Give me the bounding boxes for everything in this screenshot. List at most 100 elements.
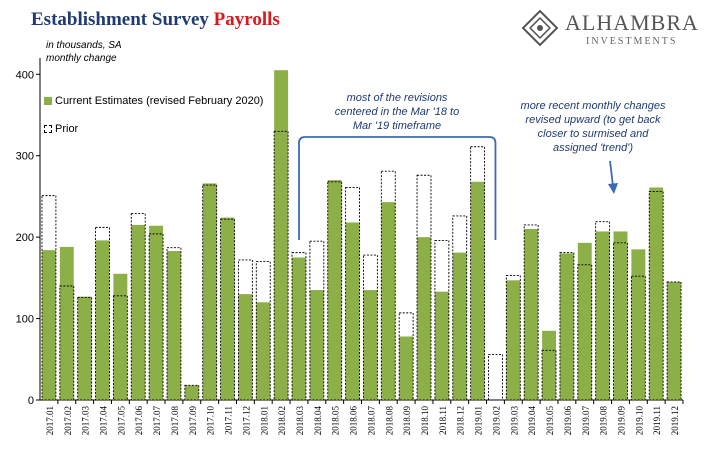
bar-current xyxy=(292,257,306,400)
x-tick-label: 2018.11 xyxy=(438,406,448,435)
bar-prior xyxy=(666,281,682,401)
bar-prior xyxy=(398,312,414,401)
bar-current xyxy=(524,229,539,400)
bar-current xyxy=(542,330,557,400)
y-tick-label: 0 xyxy=(28,395,34,407)
legend-swatch-current xyxy=(44,97,52,105)
bar-current xyxy=(631,249,646,400)
bar-current xyxy=(613,231,628,400)
bar-current xyxy=(220,217,235,400)
x-tick-label: 2019.03 xyxy=(509,406,519,436)
x-tick-label: 2017.09 xyxy=(188,406,198,436)
bar-current xyxy=(113,273,128,400)
bar-current xyxy=(667,281,682,400)
bar-prior xyxy=(273,130,289,401)
bar-prior xyxy=(505,274,521,401)
x-tick-label: 2018.09 xyxy=(402,406,412,436)
x-tick-label: 2017.07 xyxy=(152,406,162,436)
x-tick-label: 2019.09 xyxy=(616,406,626,436)
recent-arrow-head xyxy=(608,183,618,194)
x-tick-label: 2019.12 xyxy=(670,406,680,435)
legend-label-current: Current Estimates (revised February 2020… xyxy=(55,95,264,107)
x-tick-label: 2018.04 xyxy=(313,406,323,436)
x-tick-label: 2017.05 xyxy=(116,406,126,436)
annotation-revisions-line: centered in the Mar '18 to xyxy=(334,106,460,118)
x-tick-label: 2018.10 xyxy=(420,406,430,436)
units-note-line1: in thousands, SA xyxy=(46,40,122,51)
bar-current xyxy=(149,225,164,400)
x-tick-label: 2018.05 xyxy=(331,406,341,436)
bar-current xyxy=(559,253,574,400)
bar-prior xyxy=(202,184,218,401)
logo-subtitle: INVESTMENTS xyxy=(586,36,678,47)
bar-prior xyxy=(59,285,75,401)
bar-prior xyxy=(95,226,110,401)
x-tick-label: 2019.11 xyxy=(652,406,662,435)
bar-prior xyxy=(220,218,235,401)
y-tick-label: 100 xyxy=(16,314,34,326)
bar-prior xyxy=(559,252,575,401)
bar-current xyxy=(202,183,217,400)
annotation-revisions-line: most of the revisions xyxy=(346,92,448,104)
bar-prior xyxy=(291,252,307,401)
x-tick-label: 2018.07 xyxy=(366,406,376,436)
x-tick-label: 2018.02 xyxy=(277,406,287,435)
bar-prior xyxy=(648,191,664,401)
bar-prior xyxy=(470,146,486,401)
bar-current xyxy=(327,180,342,400)
x-tick-label: 2017.11 xyxy=(224,406,234,435)
bar-current xyxy=(256,302,271,400)
recent-arrow-shaft xyxy=(609,160,614,187)
bar-current xyxy=(309,290,324,400)
x-tick-label: 2017.03 xyxy=(81,406,91,436)
alhambra-logo: ALHAMBRA INVESTMENTS xyxy=(520,8,700,48)
x-tick-label: 2019.01 xyxy=(474,406,484,435)
x-tick-label: 2018.01 xyxy=(259,406,269,435)
bar-current xyxy=(184,385,199,400)
x-tick-label: 2018.03 xyxy=(295,406,305,436)
bar-prior xyxy=(130,213,146,401)
bar-prior xyxy=(613,242,628,401)
bar-prior xyxy=(434,239,450,401)
bar-prior xyxy=(184,384,200,401)
bar-current xyxy=(131,224,146,400)
bar-prior xyxy=(166,247,182,401)
bar-current xyxy=(595,231,610,400)
bar-prior xyxy=(41,195,57,401)
bar-prior xyxy=(416,174,432,401)
bar-current xyxy=(399,336,414,400)
bar-current xyxy=(506,280,521,400)
legend-label-prior: Prior xyxy=(55,123,79,135)
chart-title-part2: Payrolls xyxy=(213,9,280,30)
revision-window-bracket xyxy=(298,136,497,240)
units-note: in thousands, SA monthly change xyxy=(46,39,122,65)
x-tick-label: 2018.12 xyxy=(456,406,466,435)
x-tick-label: 2019.04 xyxy=(527,406,537,436)
annotation-recent-line: revised upward (to get back xyxy=(525,114,661,126)
bar-prior xyxy=(345,187,360,401)
logo-mark-icon xyxy=(521,9,559,47)
bar-current xyxy=(470,181,485,400)
bar-prior xyxy=(577,264,593,401)
x-tick-label: 2017.06 xyxy=(134,406,144,436)
x-tick-label: 2017.08 xyxy=(170,406,180,436)
x-tick-label: 2017.10 xyxy=(206,406,216,436)
chart-title-part1: Establishment Survey xyxy=(31,9,209,30)
annotation-revisions: most of the revisions centered in the Ma… xyxy=(312,91,482,133)
bar-current xyxy=(59,246,74,400)
x-tick-label: 2019.05 xyxy=(545,406,555,436)
bar-prior xyxy=(255,261,271,401)
x-tick-label: 2019.07 xyxy=(581,406,591,436)
bar-prior xyxy=(309,240,325,401)
bar-current xyxy=(452,252,467,400)
bar-prior xyxy=(452,215,468,401)
x-tick-label: 2017.04 xyxy=(99,406,109,436)
bar-current xyxy=(274,70,289,400)
bar-prior xyxy=(595,221,611,401)
bar-current xyxy=(434,291,449,400)
chart-title: Establishment Survey Payrolls xyxy=(31,9,280,31)
x-tick-label: 2019.10 xyxy=(634,406,644,436)
y-tick-label: 200 xyxy=(16,232,34,244)
bar-prior xyxy=(363,254,378,401)
